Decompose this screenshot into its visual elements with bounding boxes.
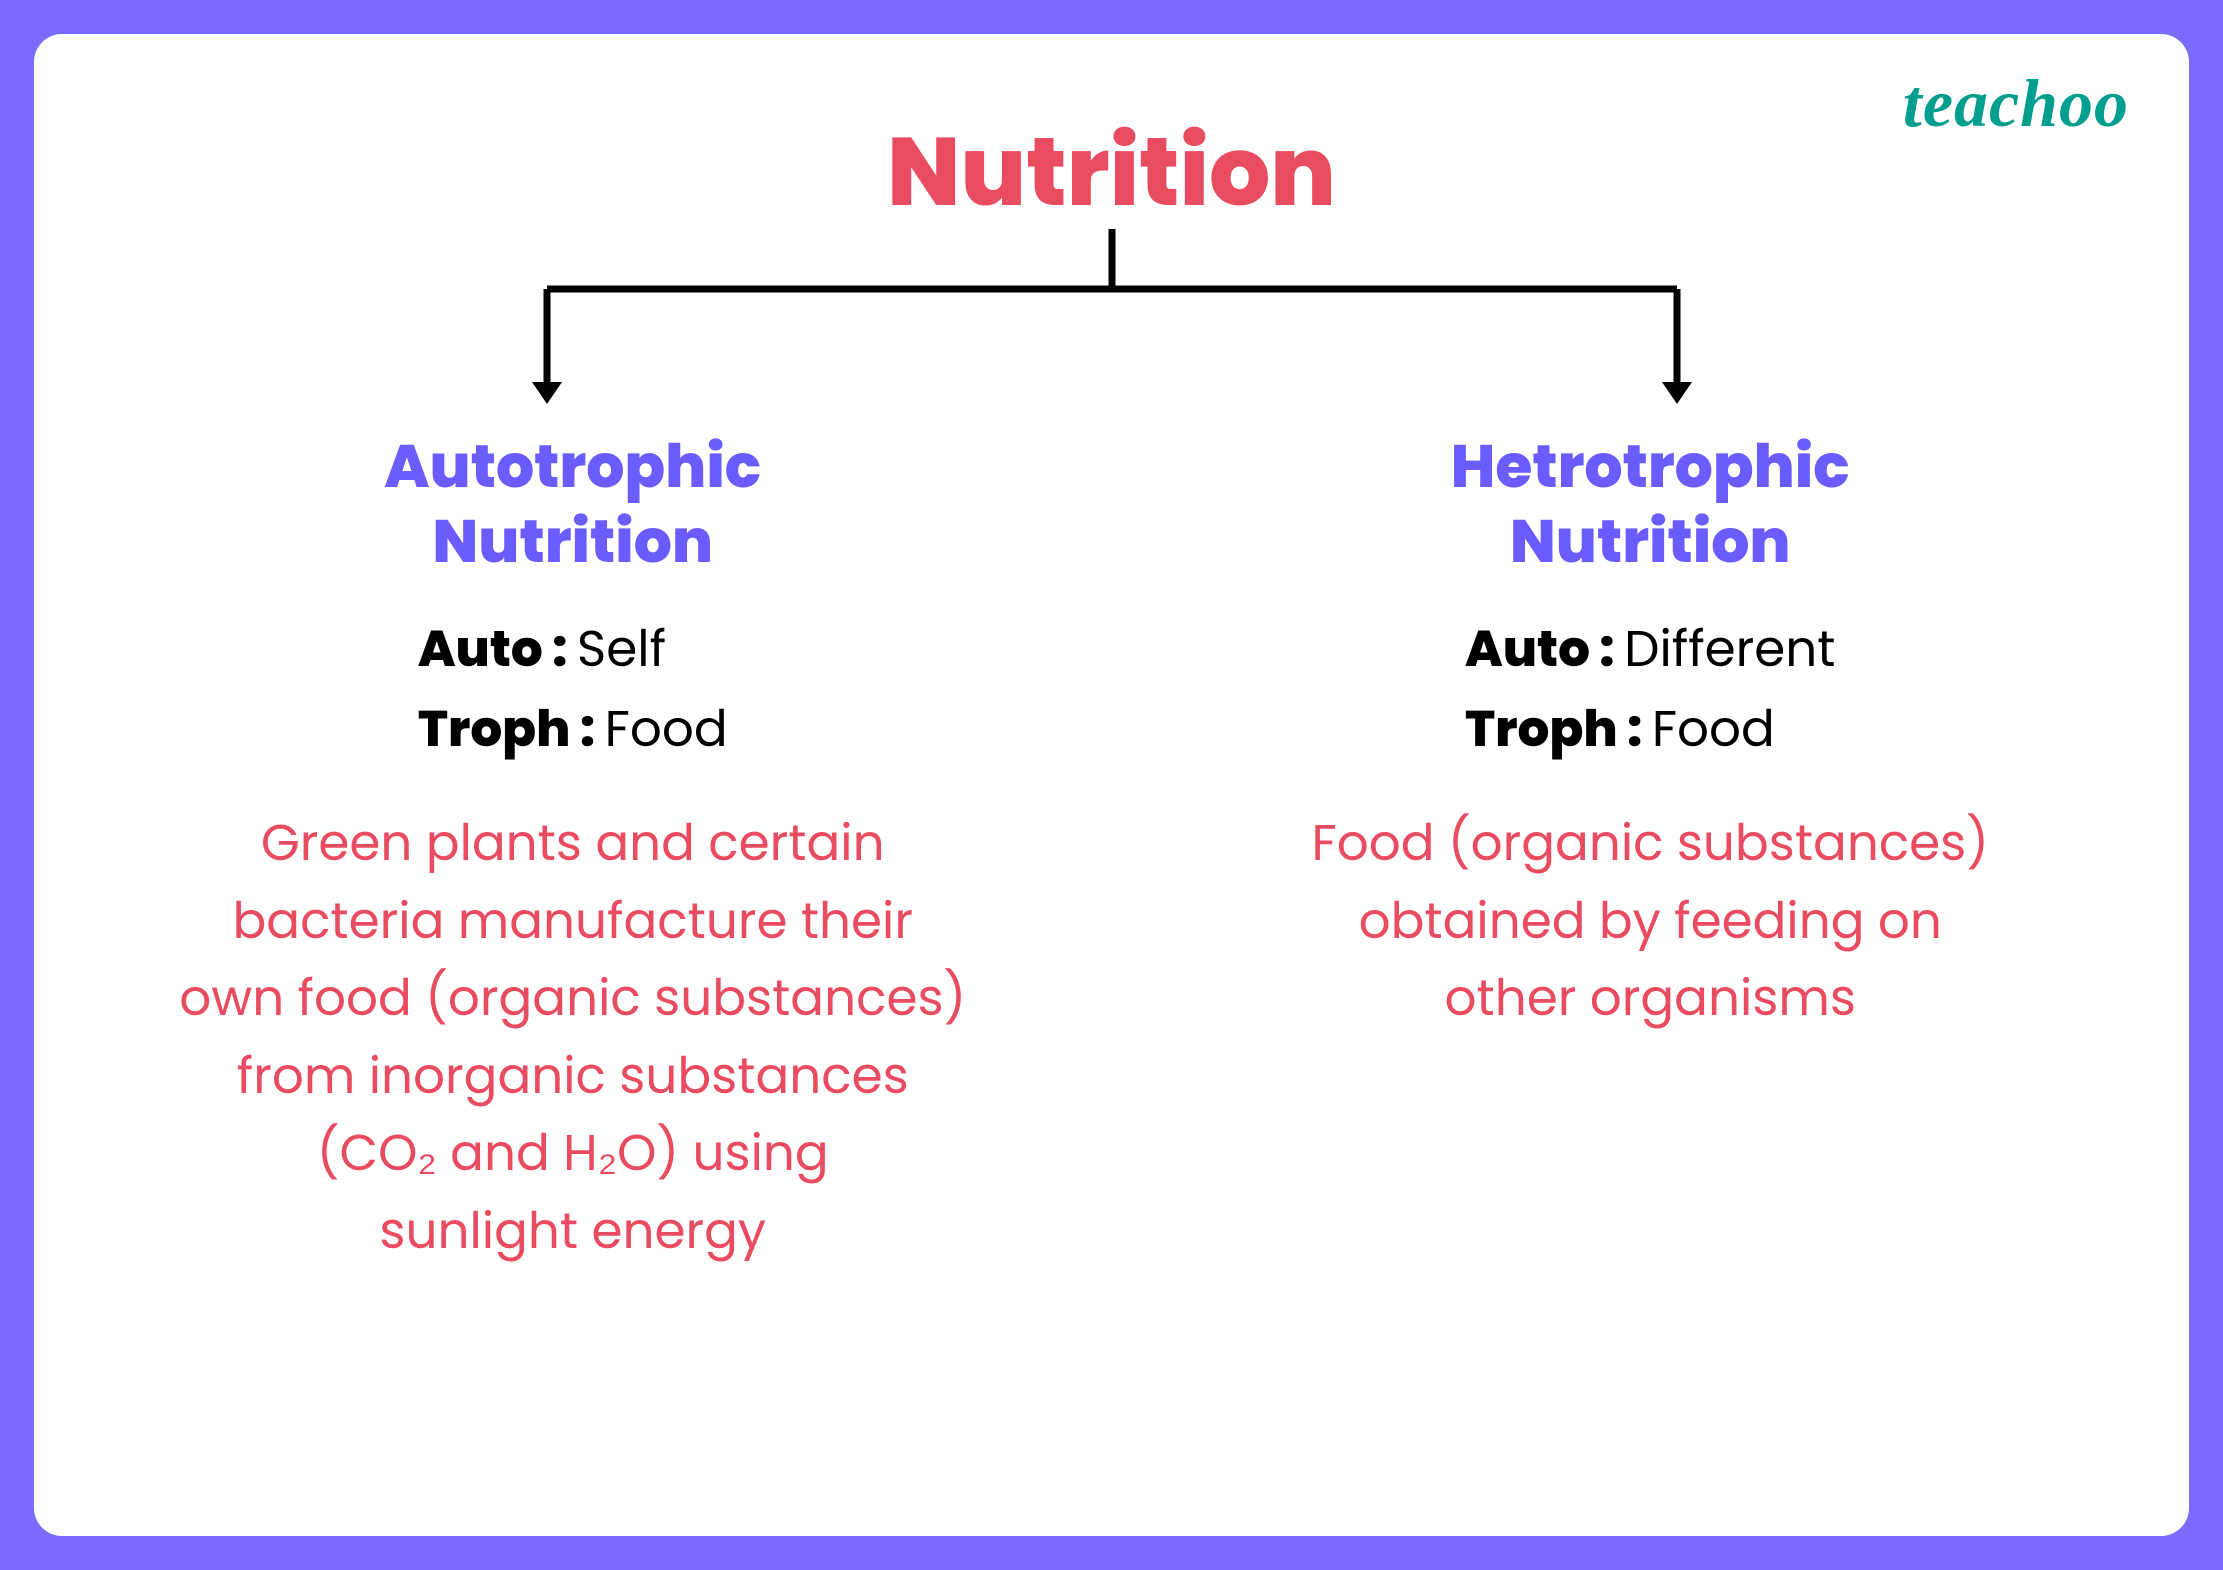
- branch-title-line1: Hetrotrophic: [1451, 424, 1850, 508]
- brand-logo: teachoo: [1903, 64, 2129, 143]
- etymology-block: Auto : Different Troph : Food: [1465, 609, 1836, 769]
- branch-title: Hetrotrophic Nutrition: [1451, 429, 1850, 579]
- etym-label: Auto :: [418, 613, 577, 684]
- branch-title-line2: Nutrition: [1510, 499, 1791, 583]
- etymology-block: Auto : Self Troph : Food: [418, 609, 728, 769]
- branch-title: Autotrophic Nutrition: [384, 429, 761, 579]
- branch-title-line1: Autotrophic: [384, 424, 761, 508]
- etym-label: Troph :: [418, 693, 605, 764]
- etym-value: Self: [577, 613, 666, 684]
- branch-autotrophic: Autotrophic Nutrition Auto : Self Troph …: [77, 429, 1068, 1269]
- diagram-border: teachoo Nutrition Autotrophic Nutrition …: [0, 0, 2223, 1570]
- etym-value: Different: [1624, 613, 1835, 684]
- main-title: Nutrition: [887, 99, 1336, 244]
- etym-label: Auto :: [1465, 613, 1624, 684]
- branch-description: Food (organic substances)obtained by fee…: [1312, 804, 1989, 1037]
- branches-container: Autotrophic Nutrition Auto : Self Troph …: [34, 429, 2189, 1269]
- branch-title-line2: Nutrition: [432, 499, 713, 583]
- etym-label: Troph :: [1465, 693, 1652, 764]
- branch-heterotrophic: Hetrotrophic Nutrition Auto : Different …: [1155, 429, 2146, 1269]
- etym-value: Food: [1652, 693, 1775, 764]
- branch-description: Green plants and certainbacteria manufac…: [179, 804, 966, 1269]
- diagram-canvas: teachoo Nutrition Autotrophic Nutrition …: [34, 34, 2189, 1536]
- etym-value: Food: [605, 693, 728, 764]
- tree-connector: [522, 224, 1702, 434]
